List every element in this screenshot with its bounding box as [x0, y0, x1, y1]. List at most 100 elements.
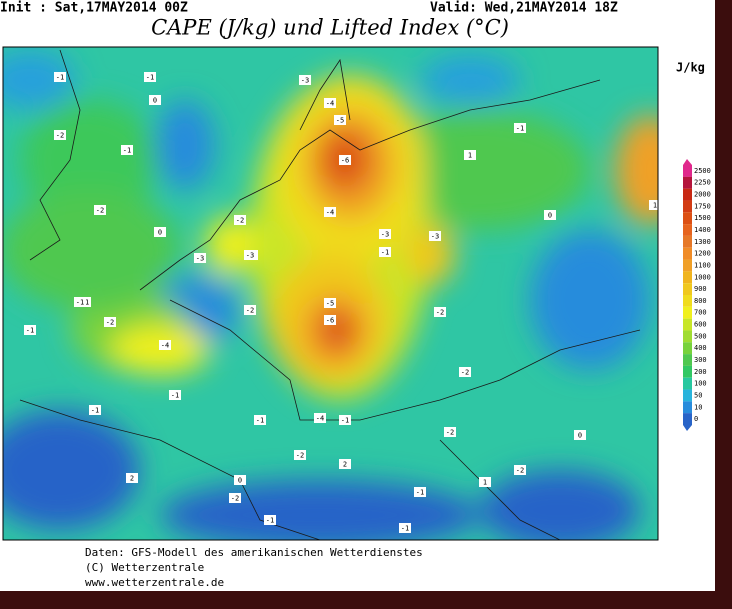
lifted-index-label: -1: [256, 417, 264, 425]
label-box: [159, 340, 171, 350]
valid-time: Valid: Wed,21MAY2014 18Z: [430, 1, 618, 16]
label-box: [434, 307, 446, 317]
lifted-index-label: -5: [336, 117, 344, 125]
label-box: [544, 210, 556, 220]
label-box: [324, 207, 336, 217]
lifted-index-label: -4: [326, 100, 334, 108]
lifted-index-label: 2: [343, 461, 347, 469]
coastlines: [19, 49, 641, 540]
colorbar-swatch: [683, 235, 692, 248]
label-box: [234, 475, 246, 485]
lifted-index-label: -6: [341, 157, 349, 165]
label-box: [324, 315, 336, 325]
colorbar-label: 50: [694, 391, 702, 399]
lifted-index-label: -1: [26, 327, 34, 335]
lifted-index-label: -2: [516, 467, 524, 475]
label-box: [54, 130, 66, 140]
label-box: [149, 95, 161, 105]
lifted-index-label: 0: [158, 229, 162, 237]
colorbar-label: 2000: [694, 191, 711, 199]
label-box: [54, 72, 66, 82]
colorbar-label: 1300: [694, 238, 711, 246]
lifted-index-label: -1: [123, 147, 131, 155]
lifted-index-label: -5: [326, 300, 334, 308]
label-box: [24, 325, 36, 335]
lifted-index-label: 0: [153, 97, 157, 105]
colorbar-label: 1750: [694, 202, 711, 210]
lifted-index-label: -1: [91, 407, 99, 415]
label-box: [104, 317, 116, 327]
colorbar-swatch: [683, 365, 692, 378]
label-box: [479, 477, 491, 487]
colorbar-swatch: [683, 247, 692, 260]
label-box: [254, 415, 266, 425]
lifted-index-label: -1: [56, 74, 64, 82]
colorbar-swatch: [683, 401, 692, 414]
label-box: [514, 465, 526, 475]
colorbar-swatch: [683, 413, 692, 431]
lifted-index-label: -1: [401, 525, 409, 533]
lifted-index-label: -2: [231, 495, 239, 503]
colorbar-label: 300: [694, 356, 707, 364]
lifted-index-label: 1: [468, 152, 472, 160]
colorbar-swatch: [683, 200, 692, 213]
label-box: [244, 305, 256, 315]
colorbar-label: 200: [694, 368, 707, 376]
colorbar-swatch: [683, 159, 692, 177]
label-box: [154, 227, 166, 237]
lifted-index-label: 1: [653, 202, 657, 210]
lifted-index-label: -1: [76, 299, 84, 307]
label-box: [324, 98, 336, 108]
colorbar-label: 1200: [694, 250, 711, 258]
colorbar-swatch: [683, 330, 692, 343]
colorbar-label: 1500: [694, 214, 711, 222]
lifted-index-label: -1: [146, 74, 154, 82]
lifted-index-label: -1: [266, 517, 274, 525]
init-time: Init : Sat,17MAY2014 00Z: [0, 1, 188, 16]
footer-line: Daten: GFS-Modell des amerikanischen Wet…: [85, 546, 423, 559]
lifted-index-label: -3: [246, 252, 254, 260]
colorbar-label: 100: [694, 380, 707, 388]
label-box: [294, 450, 306, 460]
lifted-index-label: -2: [461, 369, 469, 377]
label-box: [299, 75, 311, 85]
map-title: CAPE (J/kg) und Lifted Index (°C): [151, 16, 509, 40]
label-box: [229, 493, 241, 503]
colorbar-label: 2250: [694, 179, 711, 187]
colorbar-swatch: [683, 283, 692, 295]
label-box: [399, 523, 411, 533]
colorbar-label: 600: [694, 321, 707, 329]
lifted-index-label: -3: [301, 77, 309, 85]
label-box: [414, 487, 426, 497]
colorbar-label: 0: [694, 415, 698, 423]
colorbar-swatch: [683, 342, 692, 355]
lifted-index-label: -2: [96, 207, 104, 215]
colorbar-swatch: [683, 224, 692, 236]
label-box: [126, 473, 138, 483]
colorbar-label: 900: [694, 285, 707, 293]
lifted-index-label: 2: [130, 475, 134, 483]
colorbar-swatch: [683, 259, 692, 272]
lifted-index-label: 0: [238, 477, 242, 485]
lifted-index-label: -2: [56, 132, 64, 140]
lifted-index-label: -3: [381, 231, 389, 239]
colorbar-swatch: [683, 176, 692, 189]
colorbar-swatch: [683, 212, 692, 225]
lifted-index-label: -1: [381, 249, 389, 257]
label-box: [74, 297, 86, 307]
label-box: [459, 367, 471, 377]
label-box: [334, 115, 346, 125]
colorbar-swatch: [683, 295, 692, 307]
lifted-index-label: -4: [326, 209, 334, 217]
colorbar: 2500225020001750150014001300120011001000…: [683, 159, 711, 431]
colorbar-label: 1400: [694, 226, 711, 234]
map-frame: [2, 46, 659, 541]
lifted-index-label: -2: [296, 452, 304, 460]
colorbar-label: 500: [694, 332, 707, 340]
colorbar-label: 10: [694, 403, 702, 411]
colorbar-swatch: [683, 306, 692, 319]
label-box: [314, 413, 326, 423]
label-box: [324, 298, 336, 308]
